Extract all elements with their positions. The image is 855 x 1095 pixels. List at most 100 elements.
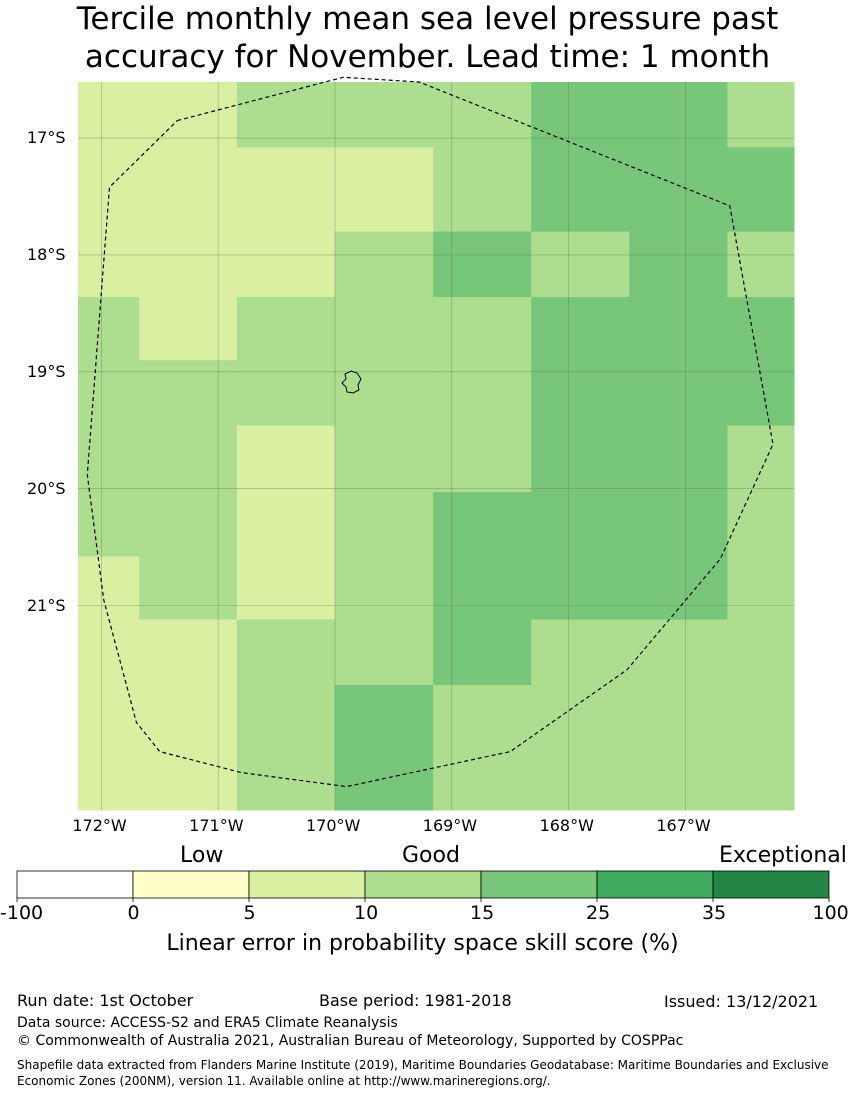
grid-cell	[236, 360, 336, 427]
grid-cell	[236, 684, 336, 811]
category-low: Low	[180, 843, 224, 868]
grid-cell	[727, 556, 795, 621]
grid-cell	[531, 492, 630, 557]
colorbar-tick-label: 5	[243, 902, 256, 924]
latitude-label: 18°S	[27, 244, 66, 264]
colorbar-tick-label: 10	[354, 902, 379, 924]
grid-cell	[727, 619, 795, 686]
grid-cell	[78, 425, 140, 493]
grid-cell	[334, 297, 434, 361]
grid-cell	[139, 360, 238, 427]
colorbar-tick-label: 100	[812, 902, 849, 924]
grid-cell	[727, 147, 795, 233]
grid-cell	[78, 556, 140, 621]
skill-grid	[78, 82, 795, 811]
grid-cell	[727, 297, 795, 361]
title-line-1: Tercile monthly mean sea level pressure …	[76, 1, 779, 37]
latitude-label: 20°S	[27, 478, 66, 498]
grid-cell	[629, 82, 728, 148]
grid-cell	[629, 556, 728, 621]
grid-cell	[78, 619, 140, 686]
grid-cell	[629, 297, 728, 361]
longitude-label: 168°W	[539, 816, 594, 835]
grid-cell	[433, 82, 532, 148]
grid-cell	[334, 425, 434, 493]
grid-cell	[139, 684, 238, 811]
grid-cell	[727, 231, 795, 298]
grid-cell	[433, 684, 532, 811]
shapefile-note: Shapefile data extracted from Flanders M…	[17, 1058, 829, 1088]
colorbar-segment	[480, 870, 598, 899]
grid-cell	[433, 492, 532, 557]
colorbar-segment	[16, 870, 134, 899]
grid-cell	[139, 231, 238, 298]
issued-date: Issued: 13/12/2021	[664, 992, 819, 1011]
grid-cell	[334, 231, 434, 298]
grid-cell	[629, 231, 728, 298]
grid-cell	[433, 297, 532, 361]
grid-cell	[334, 619, 434, 686]
map-title: Tercile monthly mean sea level pressure …	[0, 0, 855, 76]
grid-cell	[629, 360, 728, 427]
grid-cell	[334, 147, 434, 233]
grid-cell	[629, 684, 728, 811]
grid-cell	[236, 82, 336, 148]
data-source: Data source: ACCESS-S2 and ERA5 Climate …	[17, 1015, 398, 1031]
grid-cell	[531, 556, 630, 621]
grid-cell	[531, 619, 630, 686]
copyright: © Commonwealth of Australia 2021, Austra…	[17, 1033, 684, 1049]
grid-cell	[78, 231, 140, 298]
colorbar-segment	[596, 870, 714, 899]
grid-cell	[334, 556, 434, 621]
grid-cell	[78, 82, 140, 148]
grid-cell	[629, 619, 728, 686]
colorbar-segment	[364, 870, 482, 899]
grid-cell	[236, 147, 336, 233]
base-period: Base period: 1981-2018	[319, 991, 512, 1010]
grid-cell	[139, 297, 238, 361]
grid-cell	[78, 360, 140, 427]
latitude-label: 19°S	[27, 361, 66, 381]
grid-cell	[629, 492, 728, 557]
colorbar-label: Linear error in probability space skill …	[166, 931, 679, 956]
grid-cell	[334, 492, 434, 557]
grid-cell	[78, 297, 140, 361]
grid-cell	[629, 425, 728, 493]
grid-cell	[78, 684, 140, 811]
grid-cell	[139, 619, 238, 686]
colorbar-segment	[712, 870, 830, 899]
latitude-label: 21°S	[27, 595, 66, 615]
grid-cell	[727, 492, 795, 557]
colorbar-tick-label: 25	[586, 902, 611, 924]
grid-cell	[433, 360, 532, 427]
title-line-2: accuracy for November. Lead time: 1 mont…	[84, 39, 771, 75]
grid-cell	[334, 360, 434, 427]
grid-cell	[78, 492, 140, 557]
run-date: Run date: 1st October	[17, 991, 194, 1010]
grid-cell	[433, 147, 532, 233]
grid-cell	[139, 82, 238, 148]
grid-cell	[531, 82, 630, 148]
grid-cell	[334, 82, 434, 148]
grid-cell	[433, 619, 532, 686]
grid-cell	[531, 360, 630, 427]
eez-boundary	[86, 76, 774, 788]
grid-cell	[139, 147, 238, 233]
grid-cell	[236, 425, 336, 493]
grid-cell	[629, 147, 728, 233]
grid-cell	[236, 492, 336, 557]
grid-cell	[531, 147, 630, 233]
grid-cell	[139, 425, 238, 493]
grid-cell	[334, 684, 434, 811]
longitude-label: 171°W	[189, 816, 244, 835]
grid-cell	[531, 297, 630, 361]
grid-cell	[433, 231, 532, 298]
grid-cell	[531, 231, 630, 298]
grid-cell	[236, 297, 336, 361]
longitude-label: 172°W	[72, 816, 127, 835]
colorbar	[16, 870, 830, 902]
grid-cell	[433, 425, 532, 493]
island-outline	[341, 370, 362, 394]
category-good: Good	[402, 843, 460, 868]
